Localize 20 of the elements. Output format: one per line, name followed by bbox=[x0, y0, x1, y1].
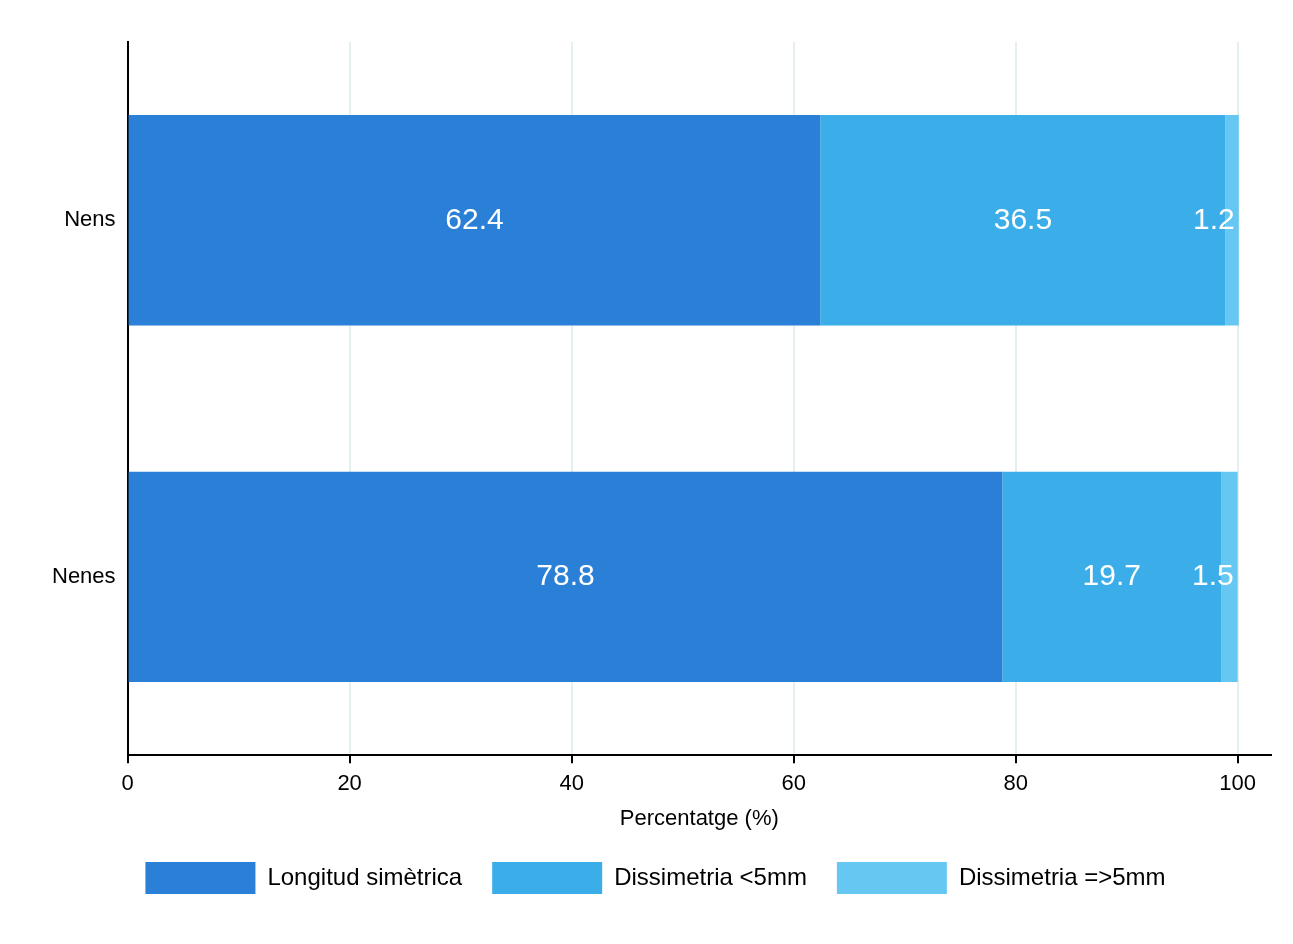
bar bbox=[128, 471, 1003, 683]
data-label: 1.2 bbox=[1193, 201, 1235, 235]
data-label: 19.7 bbox=[1082, 558, 1141, 592]
legend-label: Longitud simètrica bbox=[267, 862, 463, 890]
x-tick-label: 100 bbox=[1219, 770, 1257, 796]
x-tick-label: 40 bbox=[559, 770, 584, 796]
data-label: 62.4 bbox=[445, 201, 504, 235]
x-tick-label: 80 bbox=[1003, 770, 1028, 796]
x-tick-label: 60 bbox=[781, 770, 806, 796]
data-label: 78.8 bbox=[536, 558, 595, 592]
legend-label: Dissimetria =>5mm bbox=[958, 862, 1166, 890]
data-label: 36.5 bbox=[993, 201, 1053, 235]
legend-label: Dissimetria <5mm bbox=[614, 862, 807, 890]
x-tick-label: 20 bbox=[337, 770, 362, 796]
bar bbox=[128, 115, 821, 326]
x-axis-title: Percentatge (%) bbox=[619, 804, 779, 830]
y-tick-label: Nenes bbox=[52, 562, 116, 588]
data-label: 1.5 bbox=[1191, 558, 1234, 592]
y-tick-label: Nens bbox=[64, 206, 116, 232]
x-tick-label: 0 bbox=[121, 770, 134, 796]
